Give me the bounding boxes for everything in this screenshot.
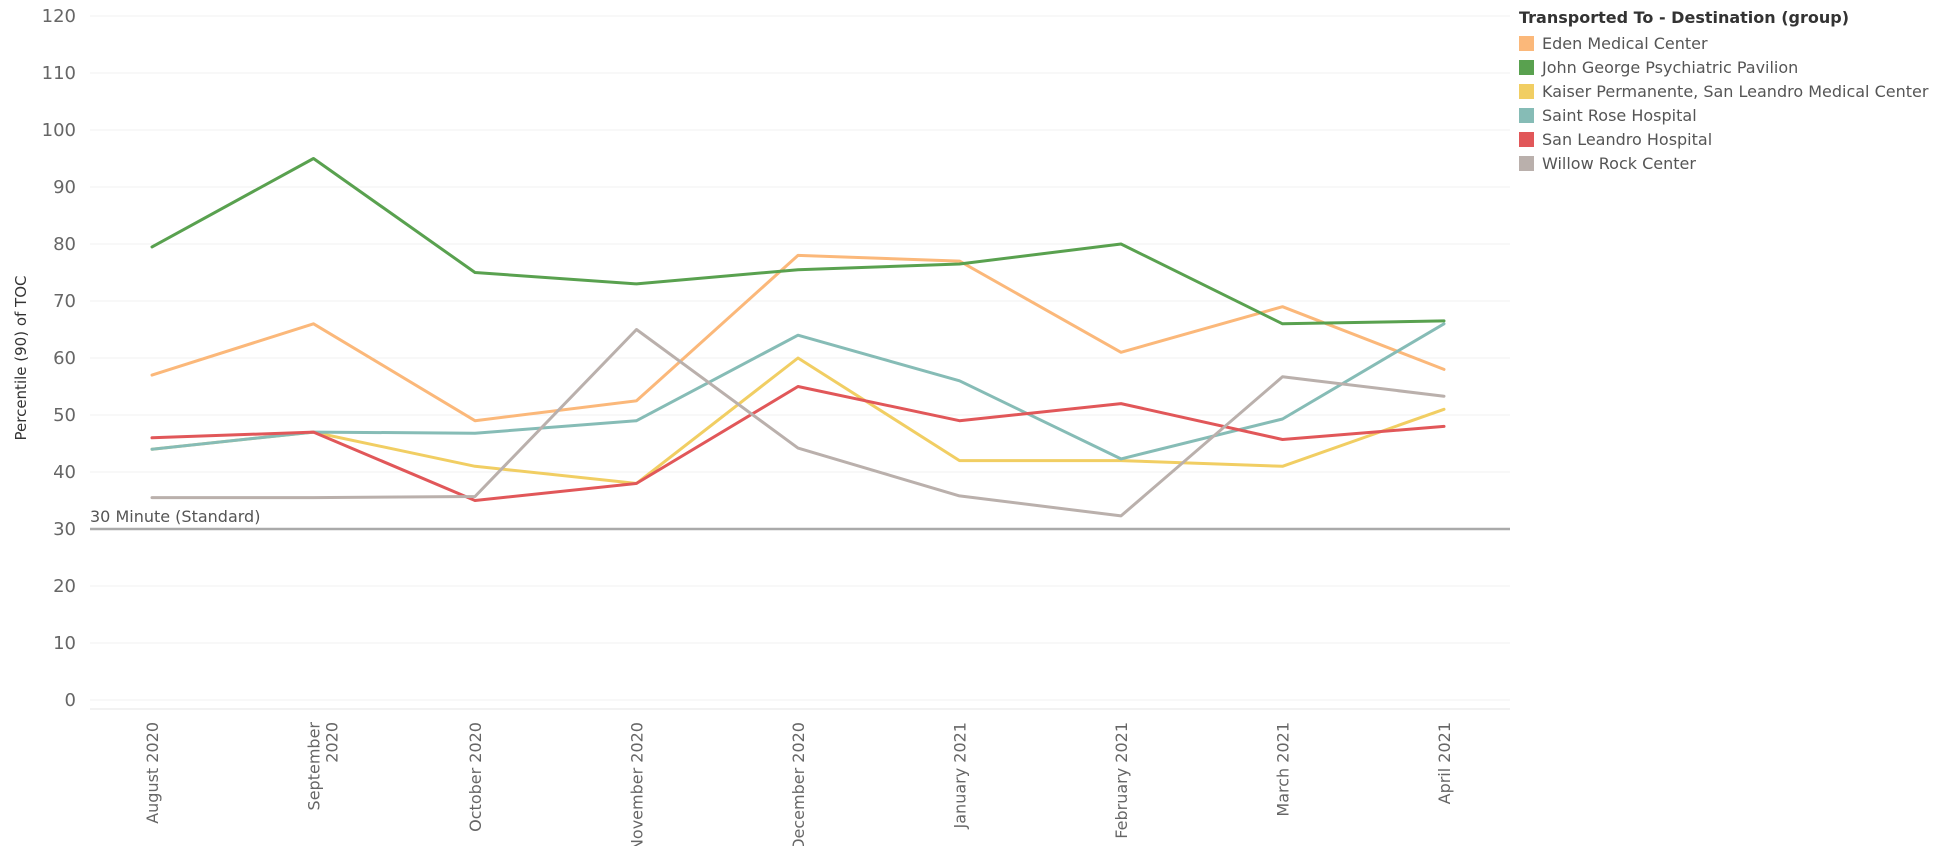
y-axis: 0 10 20 30 40 50 60 70 80 90 100 110 120 xyxy=(42,6,76,711)
x-tick-label: December 2020 xyxy=(789,722,808,846)
x-tick-label: November 2020 xyxy=(628,722,647,846)
legend-item: Eden Medical Center xyxy=(1519,31,1944,55)
reference-line-group: 30 Minute (Standard) xyxy=(90,507,1510,531)
y-tick-label: 20 xyxy=(53,576,76,597)
x-tick-label: February 2021 xyxy=(1112,722,1131,839)
y-tick-label: 0 xyxy=(65,690,76,711)
legend: Transported To - Destination (group) Ede… xyxy=(1519,8,1944,175)
y-axis-label: Percentile (90) of TOC xyxy=(12,276,30,441)
y-tick-label: 80 xyxy=(53,234,76,255)
legend-swatch xyxy=(1519,155,1534,171)
y-tick-label: 40 xyxy=(53,462,76,483)
legend-label: Kaiser Permanente, San Leandro Medical C… xyxy=(1542,81,1929,101)
legend-item: Saint Rose Hospital xyxy=(1519,103,1944,127)
series-line-san-leandro-hospital xyxy=(150,385,1446,502)
legend-swatch xyxy=(1519,107,1534,123)
legend-swatch xyxy=(1519,35,1534,51)
legend-item: Willow Rock Center xyxy=(1519,151,1944,175)
series-line-eden-medical-center xyxy=(150,253,1446,423)
y-tick-label: 60 xyxy=(53,348,76,369)
legend-title: Transported To - Destination (group) xyxy=(1519,8,1850,27)
series-lines xyxy=(150,157,1446,518)
y-tick-label: 70 xyxy=(53,291,76,312)
y-tick-label: 120 xyxy=(42,6,76,27)
y-tick-label: 110 xyxy=(42,63,76,84)
series-line-kaiser-permanente-san-leandro-medical-center xyxy=(150,356,1446,485)
series-line-saint-rose-hospital xyxy=(150,322,1446,461)
x-axis: August 2020 September2020 October 2020 Nove… xyxy=(143,722,1454,846)
legend-swatch xyxy=(1519,131,1534,147)
legend-label: Saint Rose Hospital xyxy=(1542,105,1697,125)
reference-line-label: 30 Minute (Standard) xyxy=(90,507,260,526)
x-tick-label: April 2021 xyxy=(1435,722,1454,804)
y-tick-label: 30 xyxy=(53,519,76,540)
gridlines xyxy=(90,15,1510,701)
series-line-john-george-psychiatric-pavilion xyxy=(150,157,1446,326)
legend-items: Eden Medical Center John George Psychiatr… xyxy=(1519,31,1944,175)
legend-swatch xyxy=(1519,59,1534,75)
legend-label: San Leandro Hospital xyxy=(1542,129,1713,149)
y-tick-label: 90 xyxy=(53,177,76,198)
legend-label: Eden Medical Center xyxy=(1542,33,1708,53)
x-tick-label: October 2020 xyxy=(466,722,485,832)
y-tick-label: 100 xyxy=(42,120,76,141)
y-tick-label: 10 xyxy=(53,633,76,654)
x-tick-label: September2020 xyxy=(305,722,342,811)
legend-item: San Leandro Hospital xyxy=(1519,127,1944,151)
y-tick-label: 50 xyxy=(53,405,76,426)
legend-swatch xyxy=(1519,83,1534,99)
legend-item: John George Psychiatric Pavilion xyxy=(1519,55,1944,79)
legend-label: Willow Rock Center xyxy=(1542,153,1696,173)
x-tick-label: March 2021 xyxy=(1274,722,1293,817)
legend-label: John George Psychiatric Pavilion xyxy=(1542,57,1799,77)
legend-item: Kaiser Permanente, San Leandro Medical C… xyxy=(1519,79,1944,103)
series-line-willow-rock-center xyxy=(150,328,1446,518)
x-tick-label: August 2020 xyxy=(143,722,162,824)
x-tick-label: January 2021 xyxy=(951,722,970,829)
